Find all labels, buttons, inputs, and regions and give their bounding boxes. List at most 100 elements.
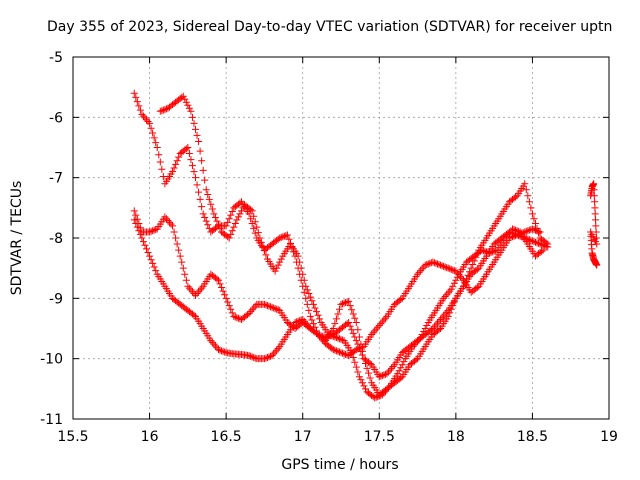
data-point [325,332,333,340]
data-point [423,321,431,329]
data-point [260,247,268,255]
data-point [337,300,345,308]
data-point [265,353,273,361]
data-point [365,369,373,377]
data-point [519,233,527,241]
data-point [233,216,241,224]
data-point [512,193,520,201]
data-point [294,252,302,260]
data-point [348,306,356,314]
data-point [375,321,383,329]
data-point [182,145,190,153]
data-point [165,218,173,226]
data-point [273,264,281,272]
data-point [386,366,394,374]
data-point [130,89,138,97]
data-point [337,349,345,357]
data-point [214,221,222,229]
data-point [524,235,532,243]
data-point [233,314,241,322]
data-point [162,215,170,223]
data-point [319,332,327,340]
data-point [366,359,374,367]
data-point [259,242,267,250]
data-point [263,302,271,310]
data-point [378,318,386,326]
data-point [156,107,164,115]
data-point [541,242,549,250]
data-point [535,227,543,235]
data-point [345,318,353,326]
data-point [450,279,458,287]
data-point [368,331,376,339]
data-point [274,306,282,314]
data-point [138,110,146,118]
data-point [188,288,196,296]
data-point [260,355,268,363]
data-point [355,373,363,381]
data-point [538,247,546,255]
data-point [199,210,207,218]
data-point [302,294,310,302]
data-point [161,105,169,113]
data-point [329,346,337,354]
data-point [202,217,210,225]
data-point [351,333,359,341]
data-point [139,238,147,246]
data-point [245,352,253,360]
data-point [358,379,366,387]
data-point [418,265,426,273]
data-point [305,306,313,314]
data-point [193,181,201,189]
data-point [343,351,351,359]
data-point [492,247,500,255]
data-point [279,233,287,241]
data-point [441,310,449,318]
data-point [236,315,244,323]
data-point [397,296,405,304]
data-point [136,224,144,232]
data-point [525,198,533,206]
data-point [316,315,324,323]
data-point [444,264,452,272]
data-point [429,258,437,266]
data-point [303,300,311,308]
data-point [351,347,359,355]
data-point [184,282,192,290]
data-point [198,157,206,165]
data-point [527,236,535,244]
data-point [274,235,282,243]
data-point [332,315,340,323]
data-point [152,226,160,234]
data-point [276,258,284,266]
data-point [158,107,166,115]
data-point [178,258,186,266]
data-point [513,231,521,239]
data-point [236,199,244,207]
data-point [380,371,388,379]
data-point [175,246,183,254]
data-point [378,372,386,380]
data-point [312,329,320,337]
data-point [256,234,264,242]
data-point [192,291,200,299]
data-point [446,287,454,295]
data-point [339,349,347,357]
y-tick-label: -8 [49,231,63,247]
data-point [522,186,530,194]
data-point [398,361,406,369]
data-point [528,225,536,233]
data-point [253,223,261,231]
data-point [228,227,236,235]
data-point [521,234,529,242]
data-point [170,228,178,236]
data-point [262,251,270,259]
x-tick-label: 18.5 [517,429,548,445]
data-point [362,385,370,393]
data-point [219,287,227,295]
data-point [230,312,238,320]
data-point [262,301,270,309]
data-point [377,372,385,380]
data-point [530,226,538,234]
data-point [268,303,276,311]
